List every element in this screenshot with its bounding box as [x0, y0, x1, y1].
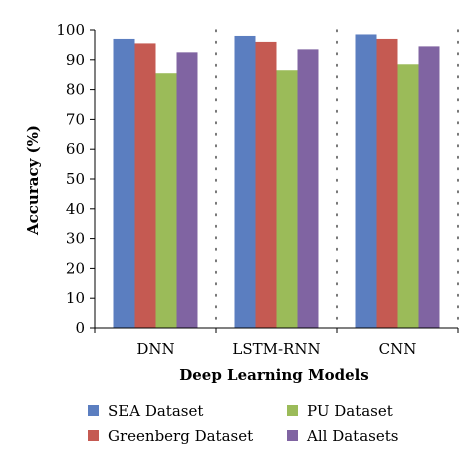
legend-label: SEA Dataset [108, 402, 203, 420]
y-tick-label: 90 [66, 51, 85, 69]
y-tick-label: 40 [66, 200, 85, 218]
bar [397, 64, 419, 329]
legend-swatch [287, 430, 298, 441]
bar [297, 49, 319, 329]
y-tick-label: 100 [56, 21, 85, 39]
bar [155, 73, 177, 329]
bar [113, 38, 135, 328]
legend-label: All Datasets [306, 427, 398, 445]
x-tick-label: LSTM-RNN [232, 340, 320, 358]
bar [418, 46, 440, 328]
y-axis-title: Accuracy (%) [24, 125, 42, 236]
bars [113, 34, 440, 329]
x-tick-labels: DNN LSTM-RNN CNN [136, 340, 416, 358]
bar [276, 70, 298, 328]
legend-label: Greenberg Dataset [108, 427, 253, 445]
x-axis-title: Deep Learning Models [179, 366, 369, 384]
bar [376, 38, 398, 328]
bar [255, 41, 277, 329]
bar [176, 52, 198, 328]
legend: SEA Dataset Greenberg Dataset PU Dataset Al… [88, 402, 398, 445]
y-tick-label: 20 [66, 259, 85, 277]
legend-swatch [88, 405, 99, 416]
y-tick-label: 10 [66, 289, 85, 307]
legend-label: PU Dataset [307, 402, 393, 420]
y-tick-label: 50 [66, 170, 85, 188]
y-tick-label: 80 [66, 81, 85, 99]
y-tick-labels: 0 10 20 30 40 50 60 70 80 90 100 [56, 21, 85, 337]
bar [234, 35, 256, 329]
grid-lines [215, 29, 459, 329]
y-tick-label: 30 [66, 230, 85, 248]
legend-swatch [287, 405, 298, 416]
legend-swatch [88, 430, 99, 441]
x-tick-label: CNN [379, 340, 417, 358]
bar [134, 43, 156, 328]
bar [355, 34, 377, 328]
y-tick-label: 60 [66, 140, 85, 158]
x-tick-label: DNN [136, 340, 174, 358]
y-tick-label: 70 [66, 110, 85, 128]
axes [90, 29, 459, 333]
y-tick-label: 0 [75, 319, 85, 337]
